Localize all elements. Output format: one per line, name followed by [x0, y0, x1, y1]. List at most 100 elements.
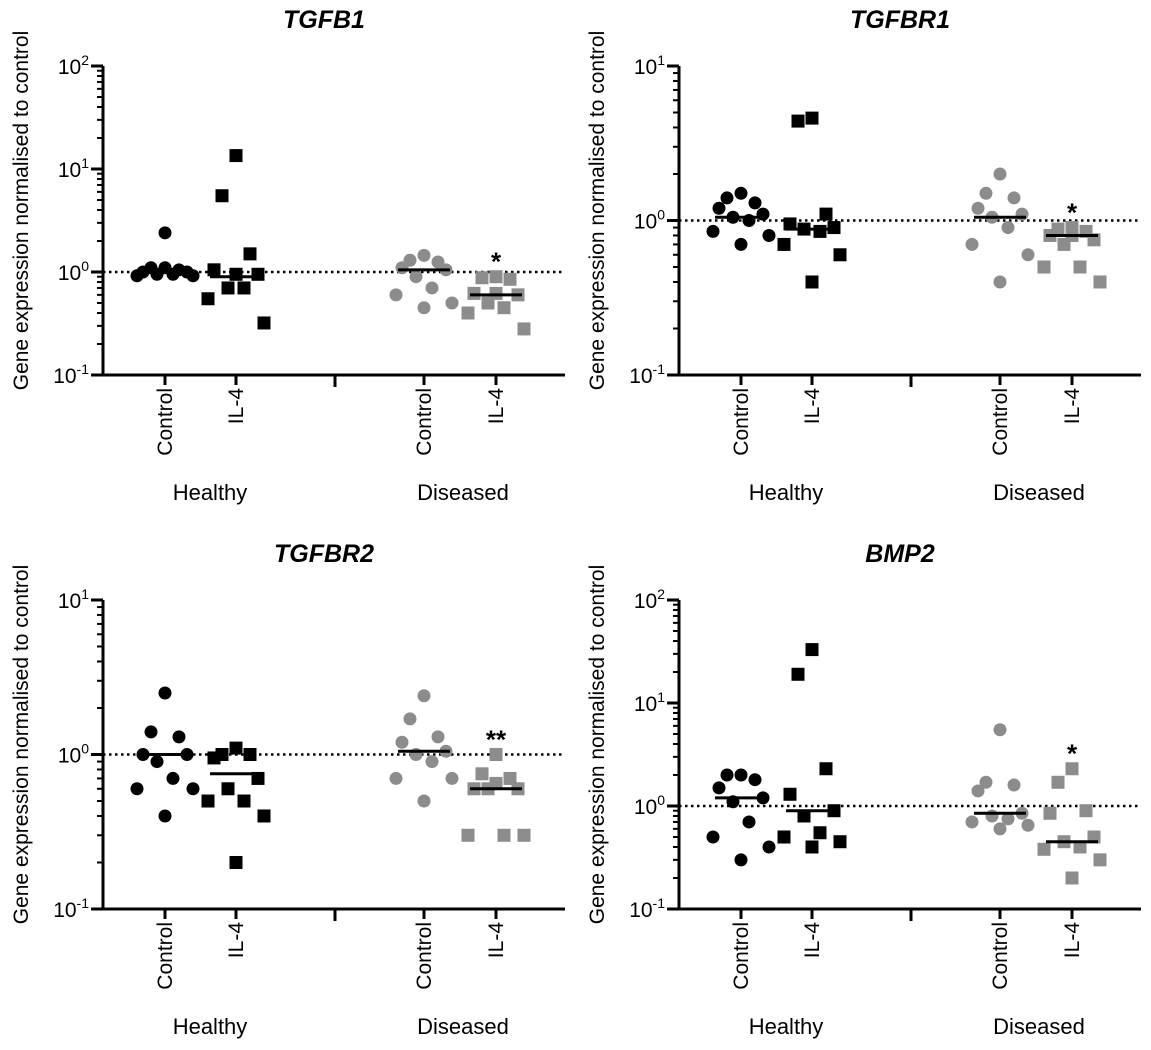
- data-point: [237, 281, 251, 295]
- data-point: [712, 781, 726, 795]
- data-point: [503, 272, 517, 286]
- chart-tgfbr2: TGFBR2 Gene expression normalised to cont…: [10, 540, 565, 1039]
- x-tick-label: Control: [730, 388, 753, 456]
- data-point: [257, 809, 271, 823]
- data-point: [237, 794, 251, 808]
- x-tick-label: Control: [413, 922, 436, 990]
- chart-title: TGFBR2: [274, 540, 374, 568]
- data-point: [777, 237, 791, 251]
- data-point: [517, 828, 531, 842]
- data-point: [503, 771, 517, 785]
- significance-marker: *: [1067, 739, 1078, 769]
- x-tick-label: IL-4: [225, 922, 248, 959]
- chart-tgfb1: TGFB1 Gene expression normalised to contr…: [10, 6, 565, 505]
- significance-marker: **: [486, 725, 507, 755]
- data-point: [706, 224, 720, 238]
- y-tick-label: 100: [58, 741, 89, 768]
- y-tick-label: 102: [58, 52, 89, 79]
- data-point: [395, 261, 409, 275]
- x-tick-label: IL-4: [1061, 922, 1084, 959]
- data-point: [1065, 871, 1079, 885]
- data-point: [805, 643, 819, 657]
- chart-title: BMP2: [865, 540, 935, 568]
- data-point: [1093, 275, 1107, 289]
- data-point: [979, 186, 993, 200]
- data-point: [243, 247, 257, 261]
- group-label: Healthy: [173, 1014, 248, 1039]
- data-point: [497, 828, 511, 842]
- data-point: [158, 686, 172, 700]
- x-tick-label: IL-4: [1061, 388, 1084, 425]
- data-point: [172, 730, 186, 744]
- data-point: [229, 741, 243, 755]
- data-point: [833, 248, 847, 262]
- data-point: [229, 267, 243, 281]
- data-point: [425, 281, 439, 295]
- data-point: [1021, 818, 1035, 832]
- x-tick-label: Control: [413, 388, 436, 456]
- y-tick-label: 10-1: [53, 895, 89, 922]
- data-point: [1073, 840, 1087, 854]
- data-point: [993, 723, 1007, 737]
- y-axis-label: Gene expression normalised to control: [586, 565, 609, 925]
- data-point: [783, 217, 797, 231]
- data-point: [201, 794, 215, 808]
- y-axis-label: Gene expression normalised to control: [10, 31, 33, 391]
- data-point: [445, 771, 459, 785]
- data-point: [791, 114, 805, 128]
- x-tick-label: Control: [154, 388, 177, 456]
- data-point: [166, 771, 180, 785]
- data-point: [229, 855, 243, 869]
- data-point: [1037, 260, 1051, 274]
- data-point: [1079, 804, 1093, 818]
- data-point: [1051, 775, 1065, 789]
- data-point: [720, 768, 734, 782]
- x-tick-label: Control: [730, 922, 753, 990]
- data-point: [221, 281, 235, 295]
- data-point: [819, 762, 833, 776]
- data-point: [1093, 853, 1107, 867]
- data-point: [251, 267, 265, 281]
- data-point: [985, 809, 999, 823]
- x-tick-label: IL-4: [485, 922, 508, 959]
- data-point: [445, 296, 459, 310]
- y-tick-label: 10-1: [53, 361, 89, 388]
- data-point: [805, 840, 819, 854]
- data-point: [762, 228, 776, 242]
- data-point: [144, 725, 158, 739]
- data-point: [1021, 248, 1035, 262]
- data-point: [461, 306, 475, 320]
- data-point: [417, 689, 431, 703]
- data-point: [207, 751, 221, 765]
- data-point: [425, 755, 439, 769]
- data-point: [706, 830, 720, 844]
- x-tick-label: Control: [989, 388, 1012, 456]
- data-point: [417, 794, 431, 808]
- y-axis-label: Gene expression normalised to control: [10, 565, 33, 925]
- data-point: [1065, 762, 1079, 776]
- data-point: [734, 853, 748, 867]
- data-point: [993, 167, 1007, 181]
- data-point: [762, 840, 776, 854]
- x-tick-label: IL-4: [485, 388, 508, 425]
- data-point: [389, 771, 403, 785]
- data-point: [517, 322, 531, 336]
- data-point: [431, 730, 445, 744]
- data-point: [497, 301, 511, 315]
- data-point: [797, 809, 811, 823]
- data-point: [734, 768, 748, 782]
- data-point: [819, 207, 833, 221]
- group-label: Diseased: [993, 480, 1085, 505]
- y-tick-label: 102: [634, 586, 665, 613]
- data-point: [150, 755, 164, 769]
- significance-marker: *: [1067, 198, 1078, 228]
- chart-tgfbr1: TGFBR1 Gene expression normalised to cont…: [586, 6, 1141, 505]
- group-label: Diseased: [417, 480, 509, 505]
- chart-title: TGFBR1: [850, 6, 950, 34]
- x-tick-label: IL-4: [801, 922, 824, 959]
- group-label: Diseased: [993, 1014, 1085, 1039]
- data-point: [1001, 812, 1015, 826]
- y-axis-label: Gene expression normalised to control: [586, 31, 609, 391]
- y-tick-label: 101: [58, 586, 89, 613]
- data-point: [965, 237, 979, 251]
